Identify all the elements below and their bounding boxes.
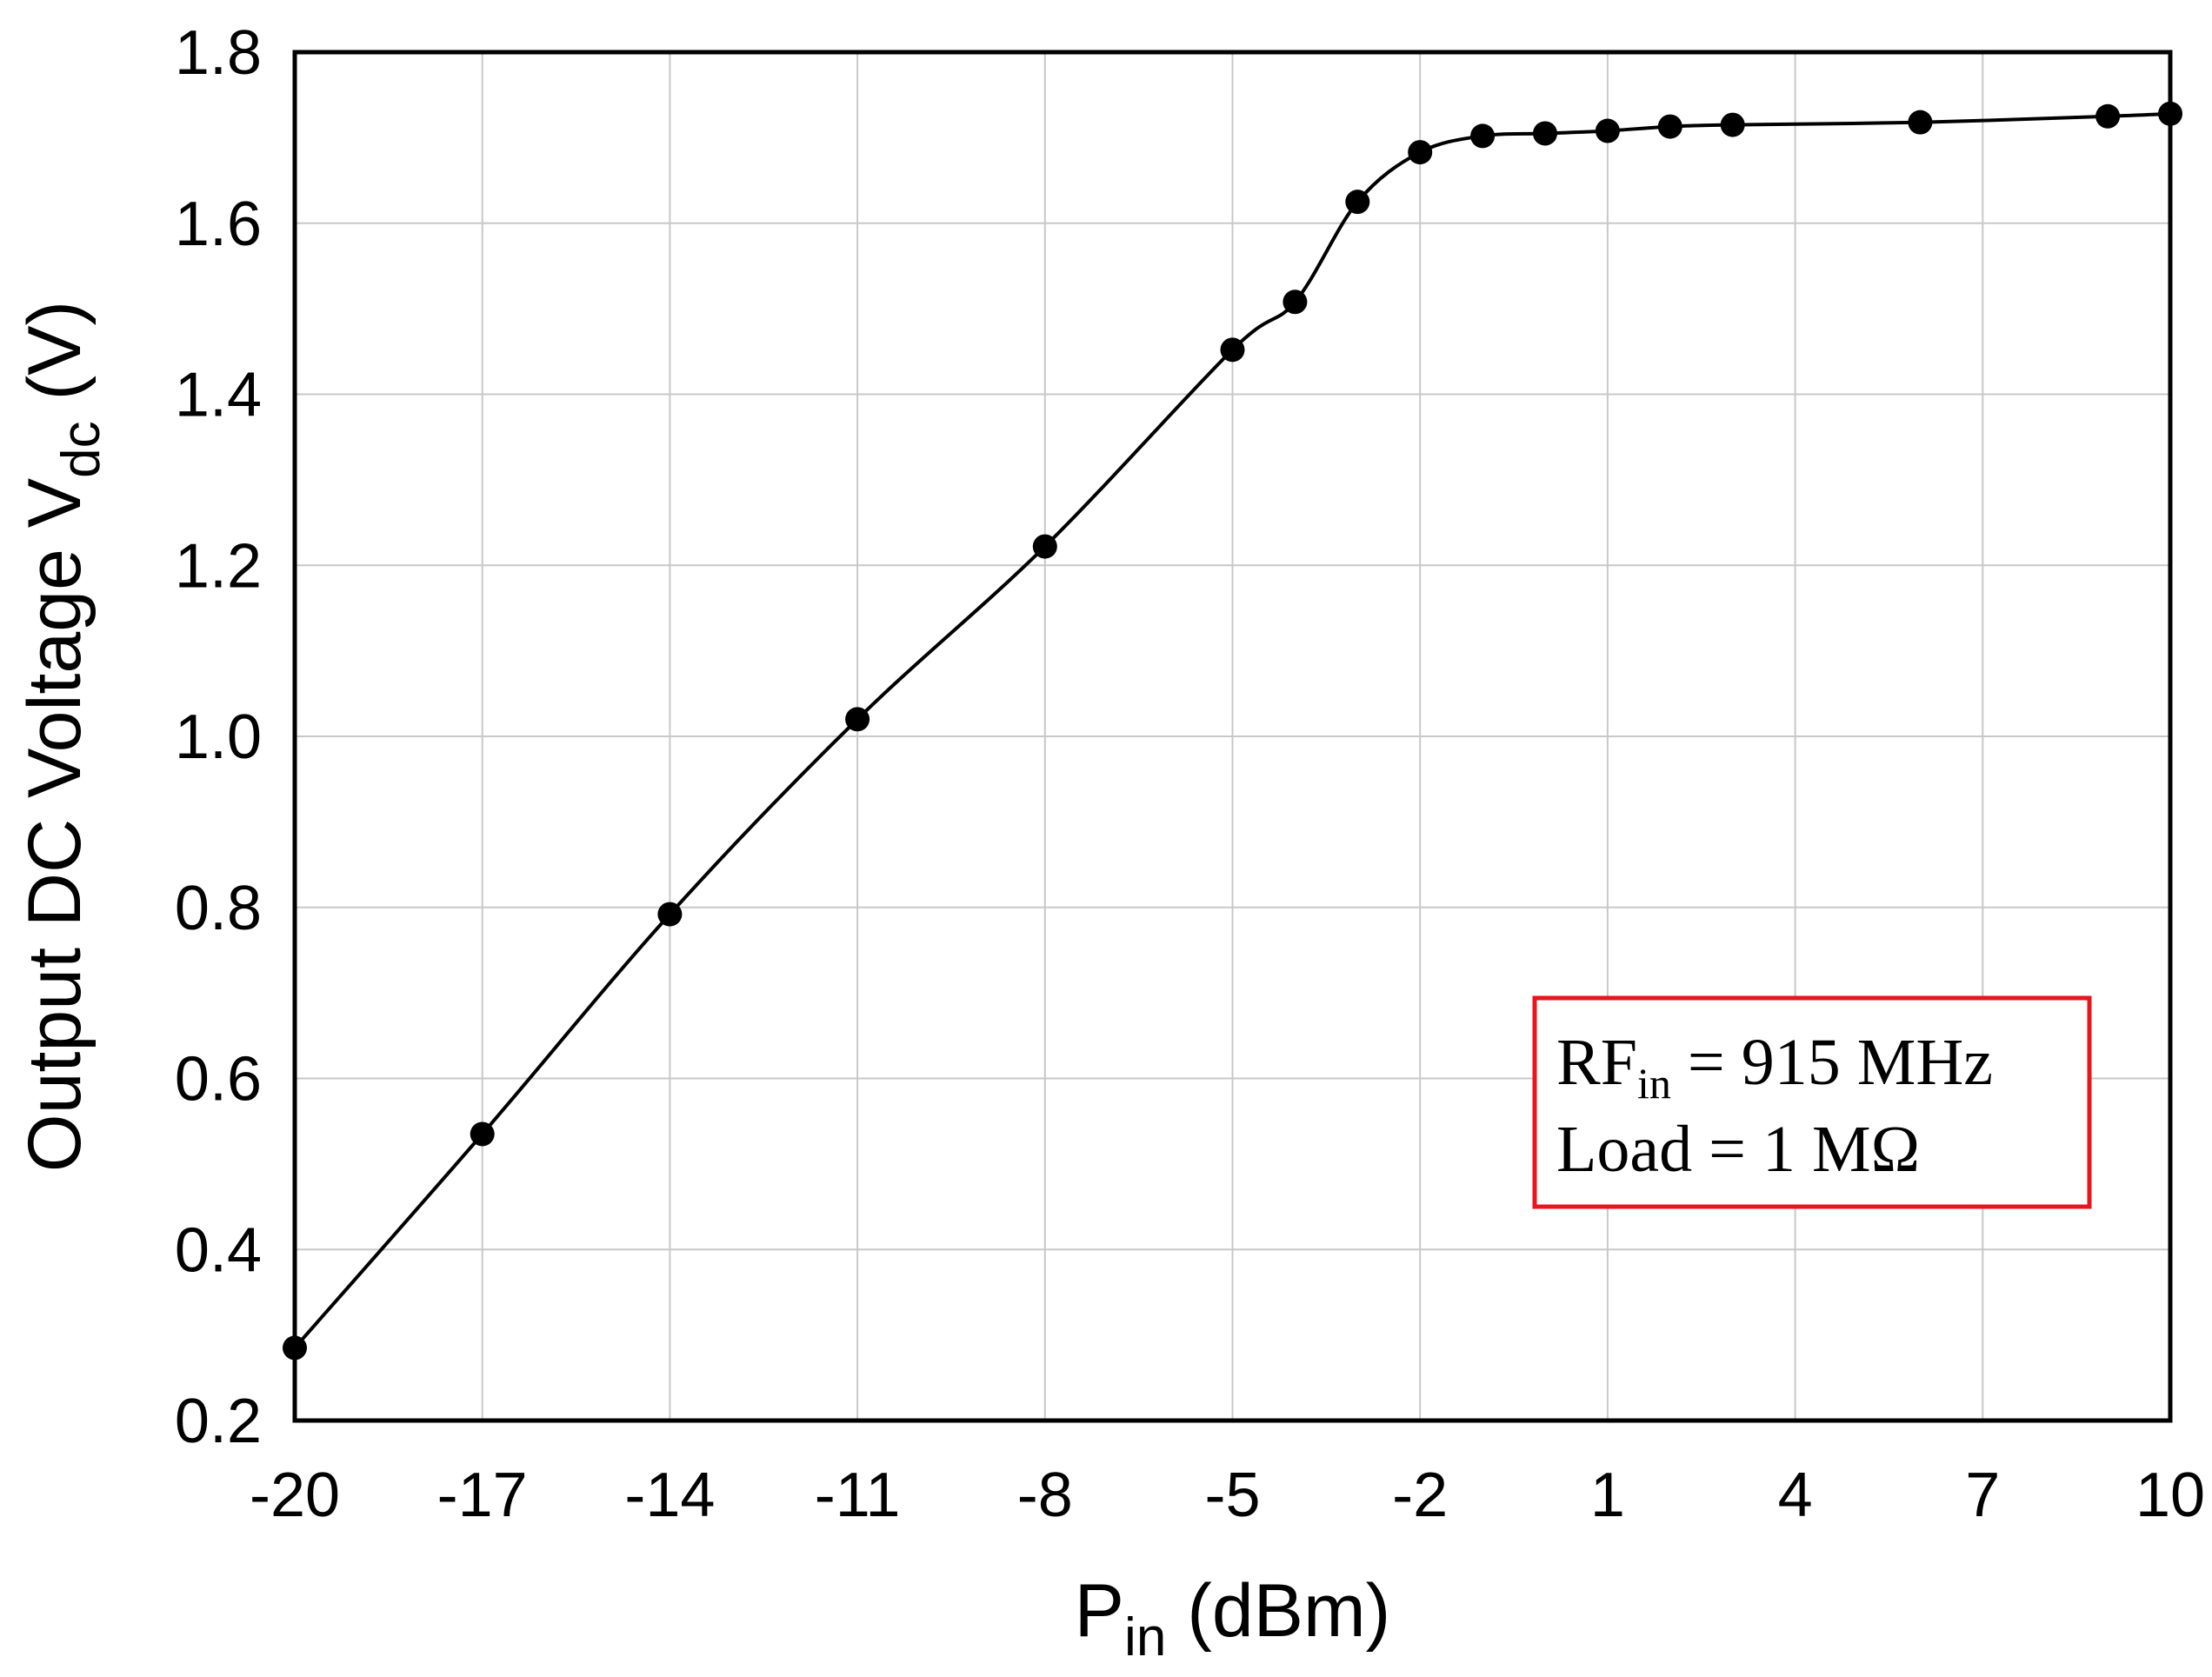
x-axis-title-main: P <box>1075 1569 1124 1653</box>
data-point <box>1533 121 1557 146</box>
grid-lines <box>294 51 2171 1421</box>
annotation-line-2: Load = 1 MΩ <box>1556 1113 1920 1186</box>
x-tick-label: -17 <box>437 1461 528 1530</box>
data-point <box>1908 110 1933 135</box>
y-tick-label: 0.4 <box>175 1215 262 1285</box>
data-point <box>1657 114 1682 139</box>
data-point <box>1345 190 1370 215</box>
y-tick-label: 0.2 <box>175 1387 262 1456</box>
x-tick-label: -2 <box>1392 1461 1448 1530</box>
data-point <box>470 1121 495 1147</box>
data-point <box>1720 112 1745 137</box>
x-tick-label: 7 <box>1965 1461 2000 1530</box>
x-axis-title-rest: (dBm) <box>1166 1569 1390 1653</box>
y-axis-title: Output DC Voltage Vdc (V) <box>13 301 111 1172</box>
data-point <box>1032 534 1057 559</box>
annotation-line-1-main: RF <box>1556 1026 1637 1099</box>
annotation-line-1-sub: in <box>1637 1059 1671 1108</box>
x-axis-title-sub: in <box>1124 1607 1166 1667</box>
y-axis-title-main: Output DC Voltage V <box>13 478 97 1172</box>
y-axis-title-rest: (V) <box>13 301 97 422</box>
y-tick-label: 1.0 <box>175 702 262 772</box>
y-tick-label: 1.4 <box>175 361 262 430</box>
data-point <box>2095 103 2121 129</box>
x-tick-label: -14 <box>624 1461 715 1530</box>
x-tick-label: -11 <box>815 1461 901 1530</box>
x-tick-label: -20 <box>250 1461 340 1530</box>
y-tick-labels: 0.2 0.4 0.6 0.8 1.0 1.2 1.4 1.6 1.8 <box>175 18 262 1456</box>
x-tick-label: 10 <box>2135 1461 2205 1530</box>
annotation-line-1-rest: = 915 MHz <box>1671 1026 1993 1099</box>
annotation-box: RFin = 915 MHz Load = 1 MΩ <box>1532 995 2092 1209</box>
data-point <box>1408 140 1433 165</box>
y-tick-label: 1.2 <box>175 531 262 601</box>
plot-frame <box>292 50 2173 1423</box>
data-point <box>1283 289 1308 315</box>
x-tick-label: -5 <box>1204 1461 1260 1530</box>
data-point <box>1595 118 1620 143</box>
y-axis-title-sub: dc <box>51 421 111 477</box>
y-tick-label: 0.8 <box>175 874 262 943</box>
annotation-line-1: RFin = 915 MHz <box>1556 1026 1993 1108</box>
data-point <box>1470 123 1496 149</box>
series-layer <box>283 101 2182 1361</box>
annotation-border <box>1532 995 2092 1209</box>
x-tick-label: -8 <box>1017 1461 1073 1530</box>
y-tick-label: 1.8 <box>175 18 262 88</box>
data-point <box>657 902 683 927</box>
x-tick-label: 1 <box>1590 1461 1625 1530</box>
data-point <box>1220 337 1245 363</box>
y-tick-label: 1.6 <box>175 190 262 259</box>
y-tick-label: 0.6 <box>175 1045 262 1115</box>
data-point <box>845 707 870 732</box>
x-tick-label: 4 <box>1778 1461 1813 1530</box>
x-axis-title: Pin (dBm) <box>1075 1569 1391 1667</box>
x-tick-labels: -20 -17 -14 -11 -8 -5 -2 1 4 7 10 <box>250 1461 2205 1530</box>
